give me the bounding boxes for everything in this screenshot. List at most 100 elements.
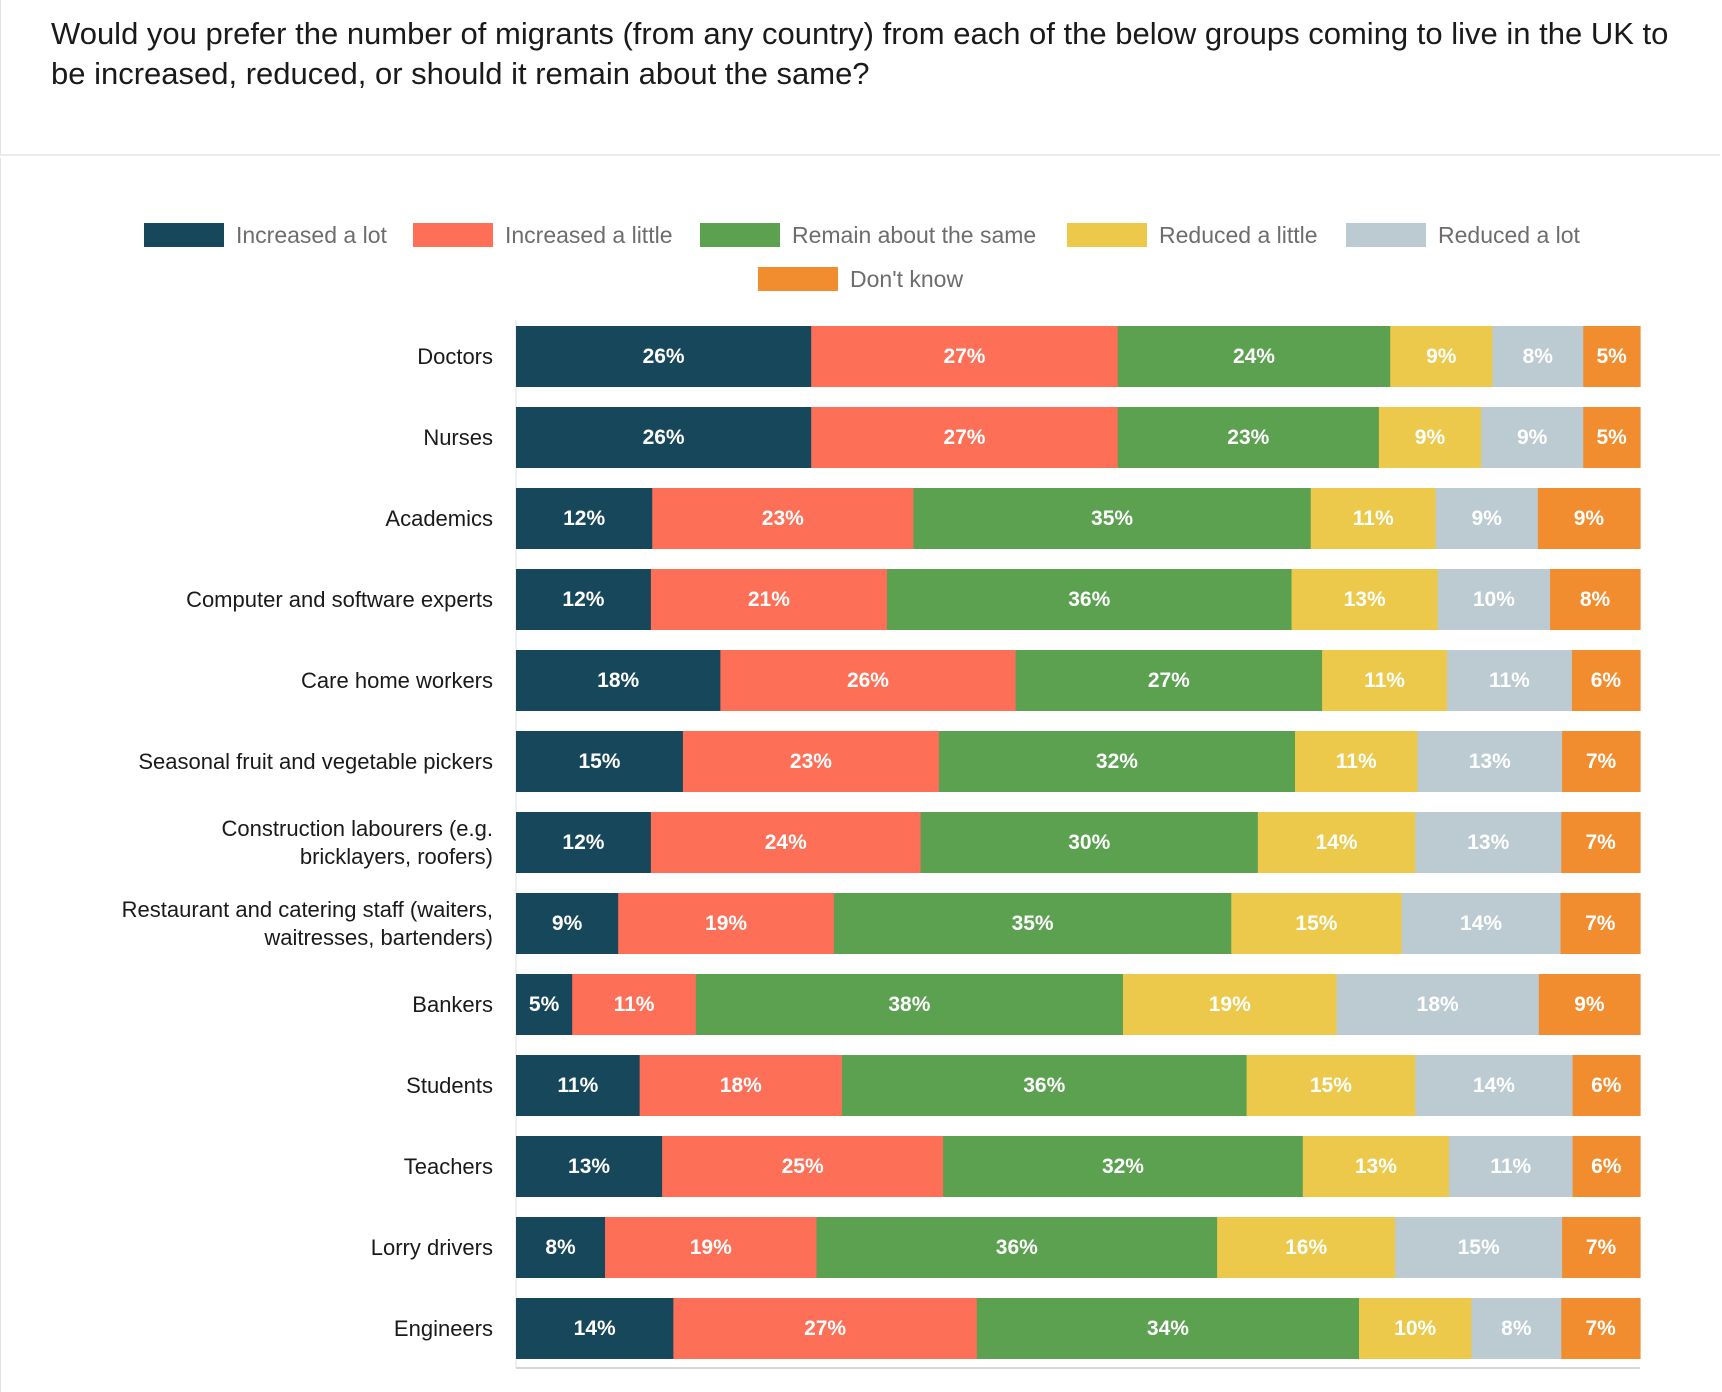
bar-value-label: 18% [597, 669, 639, 692]
legend-swatch-increased-a-lot [144, 223, 224, 247]
bar-value-label: 5% [1596, 345, 1627, 368]
bar-segment [1537, 488, 1641, 549]
bar-value-label: 11% [1490, 1155, 1531, 1178]
bar-segment [1401, 893, 1562, 954]
legend-label-increased-a-little: Increased a little [505, 221, 673, 248]
bar-segment [1246, 1055, 1416, 1116]
category-label: Restaurant and catering staff (waiters, [122, 897, 493, 922]
category-label: Lorry drivers [371, 1235, 493, 1260]
legend-swatch-increased-a-little [413, 223, 493, 247]
bar-row: Construction labourers (e.g. bricklayers,… [222, 812, 1641, 873]
bar-segment [1446, 650, 1573, 711]
bar-segment [662, 1136, 944, 1197]
bar-segment [1437, 569, 1551, 630]
bar-value-label: 7% [1586, 1236, 1617, 1259]
bar-segment [639, 1055, 843, 1116]
bar-row: Care home workers 18% 26% 27% 11% 11% 6% [301, 650, 1641, 711]
bar-segment [1322, 650, 1448, 711]
bar-value-label: 26% [643, 345, 685, 368]
bar-value-label: 24% [765, 831, 807, 854]
bar-value-label: 32% [1096, 750, 1138, 773]
bar-segment [516, 569, 652, 630]
bar-value-label: 15% [1458, 1236, 1500, 1259]
question-header: Would you prefer the number of migrants … [0, 0, 1720, 156]
bar-segment [516, 1217, 606, 1278]
bar-segment [516, 1136, 663, 1197]
chart-panel [0, 158, 1720, 1392]
bar-segment [516, 731, 684, 792]
bar-value-label: 8% [1580, 588, 1611, 611]
bar-value-label: 9% [1472, 507, 1503, 530]
bar-segment [1310, 488, 1437, 549]
bar-segment [1378, 407, 1482, 468]
bar-segment [1291, 569, 1439, 630]
bar-segment [841, 1055, 1248, 1116]
bar-value-label: 18% [1417, 993, 1459, 1016]
bar-row: Academics 12% 23% 35% 11% 9% 9% [385, 488, 1641, 549]
bar-segment [1481, 407, 1584, 468]
bar-segment [1359, 1298, 1472, 1359]
bar-segment [1538, 974, 1641, 1035]
bar-segment [1471, 1298, 1562, 1359]
bar-value-label: 11% [1336, 750, 1377, 773]
legend-swatch-dont-know [758, 267, 838, 291]
category-label: Academics [385, 506, 493, 531]
bar-row: Seasonal fruit and vegetable pickers 15% 2… [138, 731, 1641, 792]
bar-value-label: 21% [748, 588, 790, 611]
bar-segment [938, 731, 1296, 792]
bar-value-label: 27% [943, 426, 985, 449]
question-title: Would you prefer the number of migrants … [51, 16, 1669, 91]
bar-segment [1562, 731, 1641, 792]
bar-row: Engineers 14% 27% 34% 10% 8% 7% [394, 1298, 1641, 1359]
bar-value-label: 27% [804, 1317, 846, 1340]
bar-segment [1550, 569, 1641, 630]
bar-value-label: 23% [790, 750, 832, 773]
bar-segment [673, 1298, 978, 1359]
category-label: bricklayers, roofers) [300, 844, 493, 869]
bar-value-label: 35% [1091, 507, 1133, 530]
bar-segment [572, 974, 697, 1035]
bar-value-label: 26% [643, 426, 685, 449]
category-label: Computer and software experts [186, 587, 493, 612]
bar-segment [516, 650, 721, 711]
bar-value-label: 18% [720, 1074, 762, 1097]
bar-segment [1561, 1298, 1641, 1359]
bar-value-label: 26% [847, 669, 889, 692]
bar-value-label: 9% [1574, 993, 1605, 1016]
bar-value-label: 7% [1585, 831, 1616, 854]
bar-value-label: 15% [578, 750, 620, 773]
bar-segment [1435, 488, 1539, 549]
bar-value-label: 19% [1209, 993, 1251, 1016]
category-label: Nurses [423, 425, 493, 450]
bar-value-label: 13% [1344, 588, 1386, 611]
bar-segment [1395, 1217, 1563, 1278]
bar-value-label: 14% [1460, 912, 1502, 935]
category-label: Doctors [417, 344, 493, 369]
bar-value-label: 30% [1068, 831, 1110, 854]
bar-value-label: 27% [943, 345, 985, 368]
bar-segment [833, 893, 1232, 954]
legend-item-increased-a-little: Increased a little [413, 220, 672, 250]
bar-segment [976, 1298, 1360, 1359]
bar-value-label: 14% [1316, 831, 1358, 854]
bar-segment [1231, 893, 1403, 954]
bar-row: Teachers 13% 25% 32% 13% 11% 6% [404, 1136, 1641, 1197]
bar-row: Lorry drivers 8% 19% 36% 16% 15% 7% [371, 1217, 1641, 1278]
bar-value-label: 9% [1426, 345, 1457, 368]
bar-segment [1336, 974, 1540, 1035]
bar-value-label: 36% [996, 1236, 1038, 1259]
bar-row: Students 11% 18% 36% 15% 14% 6% [406, 1055, 1641, 1116]
bar-segment [1415, 1055, 1574, 1116]
bar-value-label: 13% [1467, 831, 1509, 854]
bar-value-label: 12% [563, 507, 605, 530]
legend-swatch-reduced-a-lot [1346, 223, 1426, 247]
legend-item-increased-a-lot: Increased a lot [144, 220, 387, 250]
legend-label-increased-a-lot: Increased a lot [236, 221, 387, 248]
bar-value-label: 10% [1394, 1317, 1436, 1340]
bar-value-label: 14% [1473, 1074, 1515, 1097]
bar-segment [652, 488, 914, 549]
bar-segment [1561, 812, 1641, 873]
bar-segment [1562, 1217, 1641, 1278]
bar-value-label: 23% [1227, 426, 1269, 449]
bar-value-label: 14% [574, 1317, 616, 1340]
